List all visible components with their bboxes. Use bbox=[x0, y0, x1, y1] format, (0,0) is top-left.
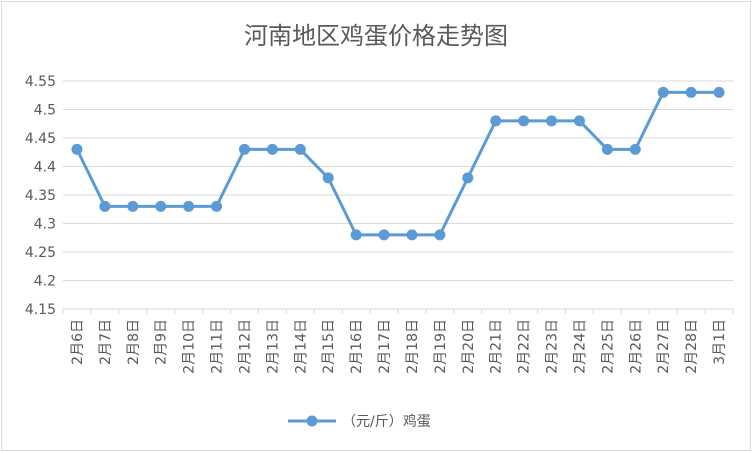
data-point bbox=[155, 200, 167, 212]
data-point bbox=[406, 229, 418, 241]
series-line bbox=[75, 90, 719, 237]
x-tick-label: 2月12日 bbox=[237, 319, 253, 374]
x-tick-label: 2月17日 bbox=[377, 319, 393, 374]
x-tick-label: 2月11日 bbox=[210, 319, 226, 374]
x-tick-label: 2月23日 bbox=[545, 319, 561, 374]
x-tick-label: 2月16日 bbox=[349, 319, 365, 374]
x-tick-label: 2月13日 bbox=[265, 319, 281, 374]
y-tick-label: 4.4 bbox=[34, 160, 56, 176]
y-tick-label: 4.25 bbox=[25, 245, 56, 261]
series-layer bbox=[71, 86, 725, 241]
data-point bbox=[713, 86, 725, 98]
x-tick-label: 2月9日 bbox=[154, 319, 170, 365]
data-point bbox=[71, 143, 83, 155]
y-tick-label: 4.55 bbox=[25, 74, 56, 90]
y-tick-label: 4.45 bbox=[25, 131, 56, 147]
data-point bbox=[350, 229, 362, 241]
x-axis-ticks: 2月6日 2月7日 2月8日 2月9日 2月10日 2月11日 2月12日 2月13日 2月14… bbox=[62, 309, 734, 374]
legend-marker bbox=[306, 415, 318, 427]
data-point bbox=[490, 115, 502, 127]
x-tick-label: 2月22日 bbox=[517, 319, 533, 374]
data-point bbox=[518, 115, 530, 127]
x-tick-label: 2月26日 bbox=[628, 319, 644, 374]
x-tick-label: 2月10日 bbox=[182, 319, 198, 374]
y-tick-label: 4.35 bbox=[25, 188, 56, 204]
data-point bbox=[294, 143, 306, 155]
x-tick-label: 2月20日 bbox=[461, 319, 477, 374]
x-tick-label: 2月18日 bbox=[405, 319, 421, 374]
y-axis-ticks: 4.15 4.2 4.25 4.3 4.35 4.4 4.45 4.5 4.55 bbox=[25, 74, 56, 318]
data-point bbox=[685, 86, 697, 98]
y-tick-label: 4.3 bbox=[34, 217, 56, 233]
data-point bbox=[434, 229, 446, 241]
data-point bbox=[322, 172, 334, 184]
chart-title: 河南地区鸡蛋价格走势图 bbox=[244, 22, 508, 50]
x-tick-label: 2月8日 bbox=[126, 319, 142, 365]
legend: （元/斤）鸡蛋 bbox=[288, 413, 431, 430]
data-point bbox=[629, 143, 641, 155]
x-tick-label: 2月14日 bbox=[293, 319, 309, 374]
x-tick-label: 2月28日 bbox=[684, 319, 700, 374]
data-point bbox=[211, 200, 223, 212]
data-point bbox=[462, 172, 474, 184]
data-point bbox=[657, 86, 669, 98]
x-tick-label: 2月15日 bbox=[321, 319, 337, 374]
data-point bbox=[127, 200, 139, 212]
data-point bbox=[99, 200, 111, 212]
data-point bbox=[378, 229, 390, 241]
gridlines bbox=[63, 80, 733, 310]
data-point bbox=[183, 200, 195, 212]
data-point bbox=[601, 143, 613, 155]
data-point bbox=[266, 143, 278, 155]
legend-label: （元/斤）鸡蛋 bbox=[342, 413, 431, 430]
x-tick-label: 2月19日 bbox=[433, 319, 449, 374]
x-tick-label: 2月21日 bbox=[489, 319, 505, 374]
y-tick-label: 4.15 bbox=[25, 302, 56, 318]
x-tick-label: 2月27日 bbox=[656, 319, 672, 374]
data-point bbox=[238, 143, 250, 155]
x-tick-label: 2月24日 bbox=[572, 319, 588, 374]
data-point bbox=[573, 115, 585, 127]
data-point bbox=[546, 115, 558, 127]
x-tick-label: 2月25日 bbox=[600, 319, 616, 374]
x-tick-label: 2月7日 bbox=[98, 319, 114, 365]
y-tick-label: 4.2 bbox=[34, 274, 56, 290]
x-tick-label: 3月1日 bbox=[712, 319, 728, 365]
x-tick-label: 2月6日 bbox=[70, 319, 86, 365]
y-tick-label: 4.5 bbox=[34, 103, 56, 119]
